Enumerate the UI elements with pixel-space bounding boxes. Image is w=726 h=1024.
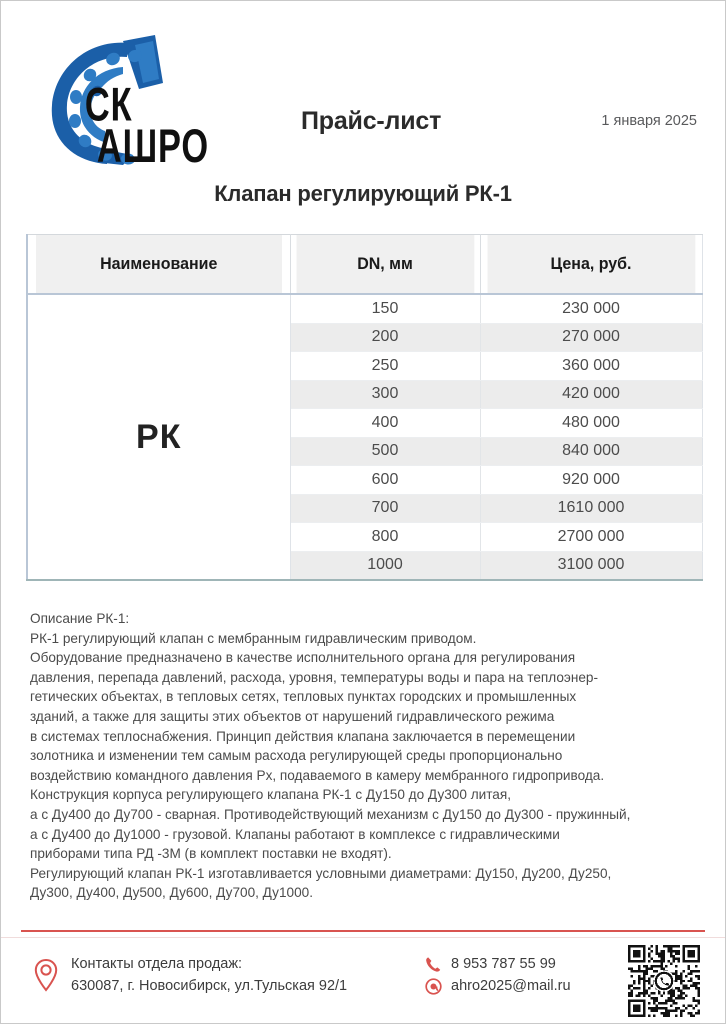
price-table-body: РК 150 230 000 200 270 000 250 360 000 300 420 0… bbox=[27, 294, 702, 581]
page-footer: Контакты отдела продаж: 630087, г. Новос… bbox=[1, 941, 725, 1023]
table-row: 500 840 000 bbox=[27, 437, 702, 466]
table-row: 700 1610 000 bbox=[27, 494, 702, 523]
qr-code-graphic bbox=[628, 945, 700, 1017]
description-line: а с Ду400 до Ду1000 - грузовой. Клапаны … bbox=[30, 826, 560, 842]
email-address: ahro2025@mail.ru bbox=[451, 978, 571, 994]
description-line: Конструкция корпуса регулирующего клапан… bbox=[30, 787, 511, 803]
description-block: Описание РК-1: РК-1 регулирующий клапан … bbox=[30, 609, 702, 903]
description-line: РК-1 регулирующий клапан с мембранным ги… bbox=[30, 630, 477, 646]
phone-icon bbox=[426, 956, 441, 972]
product-title: Клапан регулирующий РК-1 bbox=[214, 181, 512, 206]
sales-contacts-text: Контакты отдела продаж: 630087, г. Новос… bbox=[71, 953, 347, 997]
email-at-icon bbox=[425, 977, 442, 995]
description-line: Оборудование предназначено в качестве ис… bbox=[30, 650, 576, 666]
description-line: приборами типа РД -3М (в комплект постав… bbox=[30, 846, 392, 862]
sales-contacts-block: Контакты отдела продаж: 630087, г. Новос… bbox=[33, 953, 347, 997]
cell-price: 420 000 bbox=[480, 380, 702, 409]
cell-dn: 400 bbox=[290, 408, 481, 438]
table-row: 300 420 000 bbox=[27, 380, 702, 409]
description-line: зданий, а также для защиты этих объектов… bbox=[30, 708, 555, 724]
cell-dn: 800 bbox=[290, 522, 481, 552]
description-line: Ду300, Ду400, Ду500, Ду600, Ду700, Ду100… bbox=[30, 885, 314, 901]
phone-number: 8 953 787 55 99 bbox=[451, 956, 556, 972]
logo-text-line2: АШРО bbox=[97, 120, 209, 166]
description-body: РК-1 регулирующий клапан с мембранным ги… bbox=[30, 629, 702, 903]
cell-price: 1610 000 bbox=[480, 494, 702, 523]
cell-dn: 1000 bbox=[290, 551, 481, 581]
footer-divider-shadow bbox=[1, 937, 725, 938]
cell-price: 230 000 bbox=[480, 294, 702, 324]
description-line: гетических объектах, в тепловых сетях, т… bbox=[30, 689, 577, 705]
price-list-date: 1 января 2025 bbox=[601, 113, 697, 129]
table-row: 1000 3100 000 bbox=[27, 551, 702, 581]
description-line: давления, перепада давлений, расхода, ур… bbox=[30, 669, 598, 685]
cell-price: 270 000 bbox=[480, 323, 702, 352]
column-header-dn: DN, мм bbox=[295, 234, 475, 295]
cell-price: 3100 000 bbox=[480, 551, 702, 581]
phone-row[interactable]: 8 953 787 55 99 bbox=[425, 953, 571, 975]
location-pin-icon bbox=[34, 958, 58, 992]
table-row: 600 920 000 bbox=[27, 465, 702, 495]
description-line: а с Ду400 до Ду700 - сварная. Противодей… bbox=[30, 806, 631, 822]
contacts-address: 630087, г. Новосибирск, ул.Тульская 92/1 bbox=[71, 978, 348, 994]
qr-code-icon[interactable] bbox=[628, 945, 700, 1017]
column-header-price: Цена, руб. bbox=[486, 234, 696, 295]
cell-price: 360 000 bbox=[480, 351, 702, 381]
contacts-label: Контакты отдела продаж: bbox=[71, 956, 243, 972]
description-heading: Описание РК-1: bbox=[30, 611, 130, 626]
price-table: Наименование DN, мм Цена, руб. РК 150 230 … bbox=[26, 234, 703, 581]
table-header-row: Наименование DN, мм Цена, руб. bbox=[27, 234, 702, 295]
cell-dn: 200 bbox=[290, 323, 481, 352]
description-line: Регулирующий клапан РК-1 изготавливается… bbox=[30, 865, 612, 881]
price-table-head: Наименование DN, мм Цена, руб. bbox=[27, 234, 702, 295]
cell-dn: 150 bbox=[290, 294, 481, 324]
page-header: СК АШРО Прайс-лист 1 января 2025 bbox=[1, 1, 725, 166]
flange-ring-logo-graphic: СК АШРО bbox=[51, 35, 209, 166]
logo-text-line1: СК bbox=[85, 78, 133, 131]
cell-dn: 250 bbox=[290, 351, 481, 381]
price-table-container: Наименование DN, мм Цена, руб. РК 150 230 … bbox=[26, 234, 703, 581]
footer-divider bbox=[21, 930, 705, 932]
description-line: золотника и изменении тем самым расхода … bbox=[30, 748, 563, 764]
table-row: РК 150 230 000 bbox=[27, 294, 702, 580]
company-logo: СК АШРО bbox=[35, 31, 245, 166]
table-row: 400 480 000 bbox=[27, 408, 702, 438]
table-row: 250 360 000 bbox=[27, 351, 702, 381]
page-title: Прайс-лист bbox=[301, 107, 442, 135]
table-row: 200 270 000 bbox=[27, 323, 702, 352]
footer-contact-details: 8 953 787 55 99 ahro2025@mail.ru bbox=[425, 953, 571, 997]
cell-price: 480 000 bbox=[480, 408, 702, 438]
cell-price: 840 000 bbox=[480, 437, 702, 466]
description-line: в системах теплоснабжения. Принцип дейст… bbox=[30, 728, 576, 744]
cell-dn: 300 bbox=[290, 380, 481, 409]
cell-price: 2700 000 bbox=[480, 522, 702, 552]
cell-dn: 700 bbox=[290, 494, 481, 523]
column-header-name: Наименование bbox=[34, 234, 283, 295]
table-row: 800 2700 000 bbox=[27, 522, 702, 552]
cell-dn: 600 bbox=[290, 465, 481, 495]
product-group-name: РК bbox=[27, 294, 291, 580]
email-row[interactable]: ahro2025@mail.ru bbox=[425, 975, 571, 997]
cell-dn: 500 bbox=[290, 437, 481, 466]
description-line: воздействию командного давления Рх, пода… bbox=[30, 767, 605, 783]
cell-price: 920 000 bbox=[480, 465, 702, 495]
